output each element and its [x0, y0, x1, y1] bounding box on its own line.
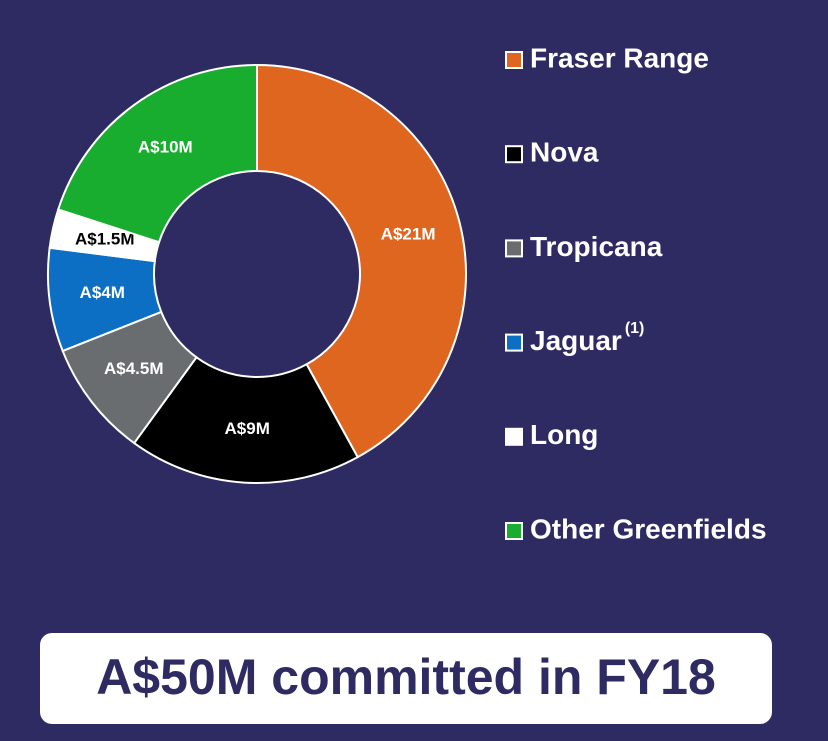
caption-box [40, 633, 772, 724]
data-label: A$21M [381, 225, 436, 244]
legend-label: Tropicana [530, 231, 663, 262]
legend-swatch [505, 145, 523, 164]
legend-label: Long [530, 419, 598, 450]
data-label: A$4M [80, 283, 125, 302]
legend-label: Nova [530, 137, 599, 168]
legend-label: Jaguar [530, 325, 622, 356]
legend-swatch [505, 239, 523, 258]
legend-label: Other Greenfields [530, 513, 767, 544]
donut-slice [132, 355, 360, 484]
caption: A$50M committed in FY18 [96, 649, 716, 705]
data-label: A$1.5M [75, 229, 135, 248]
legend-superscript: (1) [625, 320, 645, 337]
legend-label: Fraser Range [530, 42, 709, 73]
data-label: A$4.5M [104, 359, 164, 378]
data-label: A$10M [138, 137, 193, 156]
donut-slice [56, 63, 258, 244]
legend-swatch [505, 427, 523, 446]
legend-swatch [505, 522, 523, 540]
data-label: A$9M [225, 419, 270, 438]
legend-swatch [505, 51, 523, 69]
legend-swatch [505, 333, 523, 352]
donut-slice [256, 63, 467, 459]
